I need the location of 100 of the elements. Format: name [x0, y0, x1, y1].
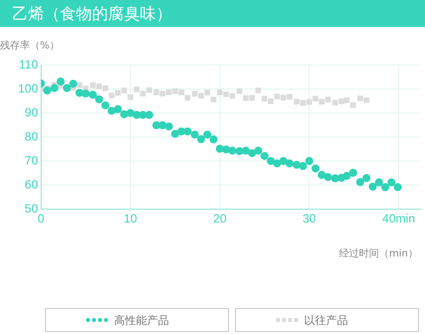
- point: [154, 90, 160, 96]
- point: [82, 90, 90, 98]
- point: [262, 96, 268, 102]
- y-tick-label: 70: [24, 153, 38, 168]
- point: [184, 127, 192, 136]
- point: [43, 86, 52, 94]
- point: [357, 96, 364, 102]
- point: [178, 90, 184, 96]
- y-tick-label: 60: [24, 177, 38, 192]
- x-axis-title: 经过时间（min）: [339, 248, 418, 260]
- point: [374, 178, 383, 186]
- point: [364, 97, 370, 104]
- x-tick-label: 20: [213, 212, 227, 226]
- point: [242, 146, 250, 155]
- point: [255, 88, 262, 94]
- point: [134, 86, 140, 92]
- point: [69, 80, 78, 88]
- point: [266, 157, 275, 165]
- point: [311, 164, 320, 172]
- point: [362, 174, 370, 182]
- x-tick-label: 0: [38, 212, 45, 226]
- point: [108, 92, 114, 98]
- point: [279, 157, 288, 165]
- point: [230, 93, 236, 99]
- point: [203, 130, 212, 139]
- point: [190, 130, 199, 139]
- point: [242, 95, 249, 101]
- point: [76, 82, 82, 88]
- point: [210, 96, 216, 102]
- point: [115, 90, 121, 96]
- point: [236, 88, 242, 94]
- point: [286, 159, 294, 168]
- point: [268, 98, 274, 104]
- x-tick-label: 40min: [382, 212, 415, 226]
- point: [298, 162, 307, 170]
- point: [114, 105, 122, 114]
- point: [140, 90, 146, 96]
- y-axis-title: 残存率（%）: [0, 40, 60, 52]
- point: [368, 182, 377, 191]
- point: [325, 96, 331, 102]
- point: [223, 91, 229, 98]
- point: [381, 183, 390, 192]
- point: [197, 135, 206, 144]
- point: [96, 84, 102, 90]
- point: [254, 146, 262, 155]
- point: [108, 106, 116, 115]
- point: [62, 84, 71, 92]
- point: [356, 178, 364, 186]
- point: [300, 100, 306, 106]
- point: [306, 99, 312, 105]
- point: [350, 102, 356, 108]
- point: [145, 110, 154, 119]
- chart-title: 乙烯（食物的腐臭味）: [0, 0, 425, 27]
- point: [248, 149, 256, 158]
- point: [274, 94, 280, 100]
- point: [249, 95, 255, 101]
- point: [102, 85, 108, 92]
- point: [95, 95, 104, 104]
- point: [128, 94, 134, 100]
- point: [305, 157, 314, 165]
- y-tick-label: 80: [24, 129, 38, 144]
- point: [394, 183, 402, 192]
- point: [172, 88, 178, 94]
- point: [338, 98, 344, 104]
- point: [198, 92, 204, 99]
- point: [332, 100, 338, 106]
- point: [50, 84, 58, 92]
- y-tick-label: 110: [18, 57, 38, 72]
- point: [228, 146, 236, 155]
- point: [90, 82, 96, 88]
- point: [146, 87, 152, 94]
- point: [294, 98, 300, 105]
- point: [204, 90, 210, 96]
- point: [349, 168, 358, 177]
- legend-label: 以往产品: [304, 312, 348, 328]
- point: [88, 90, 97, 99]
- point: [56, 78, 65, 86]
- point: [280, 94, 286, 100]
- point: [286, 94, 292, 100]
- point: [260, 152, 269, 160]
- x-tick-label: 30: [302, 212, 316, 226]
- x-tick-label: 10: [124, 212, 138, 226]
- point: [344, 97, 350, 104]
- point: [166, 89, 172, 95]
- point: [312, 96, 318, 102]
- point: [216, 90, 223, 96]
- point: [387, 178, 396, 186]
- point: [184, 95, 190, 101]
- point: [192, 90, 198, 97]
- y-tick-label: 90: [24, 105, 38, 120]
- point: [121, 88, 127, 94]
- point: [126, 109, 134, 117]
- point: [164, 122, 173, 130]
- point: [210, 135, 218, 144]
- point: [324, 173, 332, 182]
- point: [160, 90, 166, 96]
- legend-label: 高性能产品: [114, 312, 169, 328]
- point: [273, 159, 282, 168]
- point: [342, 172, 351, 180]
- point: [171, 130, 180, 138]
